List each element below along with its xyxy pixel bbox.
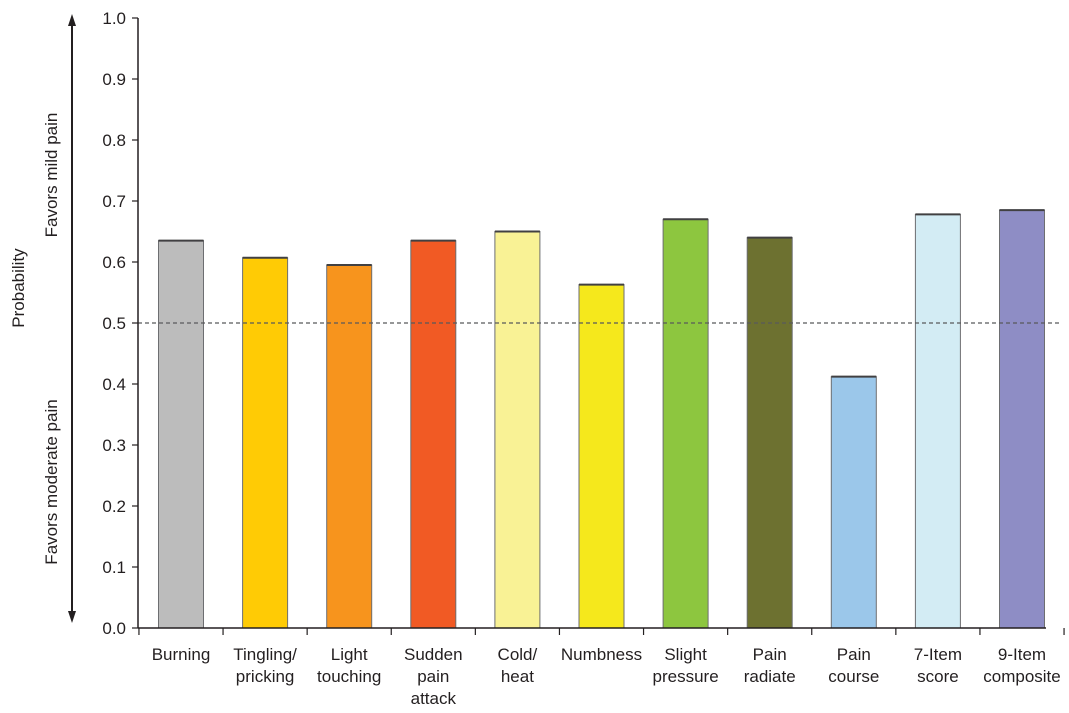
favors-mild-pain-label: Favors mild pain xyxy=(42,113,61,238)
x-tick-label-line: Pain xyxy=(753,645,787,664)
x-tick-label-line: heat xyxy=(501,667,534,686)
x-tick-label: Sudden pain attack xyxy=(404,645,463,708)
y-tick-label: 0.3 xyxy=(102,436,126,455)
x-tick-label: Burning xyxy=(152,645,211,664)
bar xyxy=(326,264,373,629)
x-tick-label-line: Sudden xyxy=(404,645,463,664)
x-tick-label: Light touching xyxy=(317,645,381,686)
y-tick-label: 0.2 xyxy=(102,497,126,516)
x-tick-label-line: Tingling/ xyxy=(233,645,297,664)
favors-moderate-pain-label: Favors moderate pain xyxy=(42,399,61,564)
x-tick-label-line: composite xyxy=(983,667,1060,686)
x-tick-label: Numbness xyxy=(561,645,642,664)
y-axis-ticks: 0.0 0.1 0.2 0.3 0.4 0.5 0.6 0.7 0.8 0.9 1.0 xyxy=(102,9,138,638)
x-tick-label: Slight pressure xyxy=(653,645,719,686)
x-tick-label-line: Pain xyxy=(837,645,871,664)
x-tick-label-line: 7-Item xyxy=(914,645,962,664)
bar xyxy=(746,237,793,629)
x-tick-label-line: pricking xyxy=(236,667,295,686)
bar xyxy=(830,376,877,629)
x-tick-label-line: Cold/ xyxy=(498,645,538,664)
x-tick-label: 9-Item composite xyxy=(983,645,1060,686)
bar xyxy=(578,284,625,629)
x-tick-label-line: Numbness xyxy=(561,645,642,664)
x-tick-label-line: touching xyxy=(317,667,381,686)
x-tick-label-line: attack xyxy=(411,689,457,708)
bar xyxy=(158,240,204,629)
bar xyxy=(662,218,709,629)
x-axis-ticks: Burning Tingling/pricking Light touching Sud… xyxy=(138,628,1065,708)
y-tick-label: 0.4 xyxy=(102,375,126,394)
y-tick-label: 0.0 xyxy=(102,619,126,638)
y-tick-label: 1.0 xyxy=(102,9,126,28)
y-tick-label: 0.6 xyxy=(102,253,126,272)
bar-series xyxy=(158,209,1045,629)
bar xyxy=(410,240,457,629)
x-tick-label-line: Burning xyxy=(152,645,211,664)
x-tick-label-line: 9-Item xyxy=(998,645,1046,664)
x-tick-label: Tingling/pricking xyxy=(233,645,297,686)
x-tick-label: Pain radiate xyxy=(744,645,796,686)
y-tick-label: 0.5 xyxy=(102,314,126,333)
bar xyxy=(999,209,1045,629)
y-tick-label: 0.9 xyxy=(102,70,126,89)
y-axis-label: Probability xyxy=(9,248,28,328)
y-tick-label: 0.1 xyxy=(102,558,126,577)
x-tick-label-line: Slight xyxy=(664,645,707,664)
arrow-head-down-icon xyxy=(68,611,76,623)
x-tick-label: Pain course xyxy=(828,645,879,686)
arrow-head-up-icon xyxy=(68,14,76,26)
x-tick-label-line: Light xyxy=(331,645,368,664)
bar xyxy=(494,231,541,629)
y-tick-label: 0.8 xyxy=(102,131,126,150)
x-tick-label: 7-Item score xyxy=(914,645,962,686)
bar xyxy=(242,257,289,629)
x-tick-label-line: pressure xyxy=(653,667,719,686)
x-tick-label-line: radiate xyxy=(744,667,796,686)
x-tick-label-line: course xyxy=(828,667,879,686)
y-direction-arrow xyxy=(68,14,76,623)
x-tick-label-line: pain xyxy=(417,667,449,686)
bar xyxy=(914,213,961,629)
x-tick-label: Cold/heat xyxy=(498,645,538,686)
x-tick-label-line: score xyxy=(917,667,959,686)
y-tick-label: 0.7 xyxy=(102,192,126,211)
